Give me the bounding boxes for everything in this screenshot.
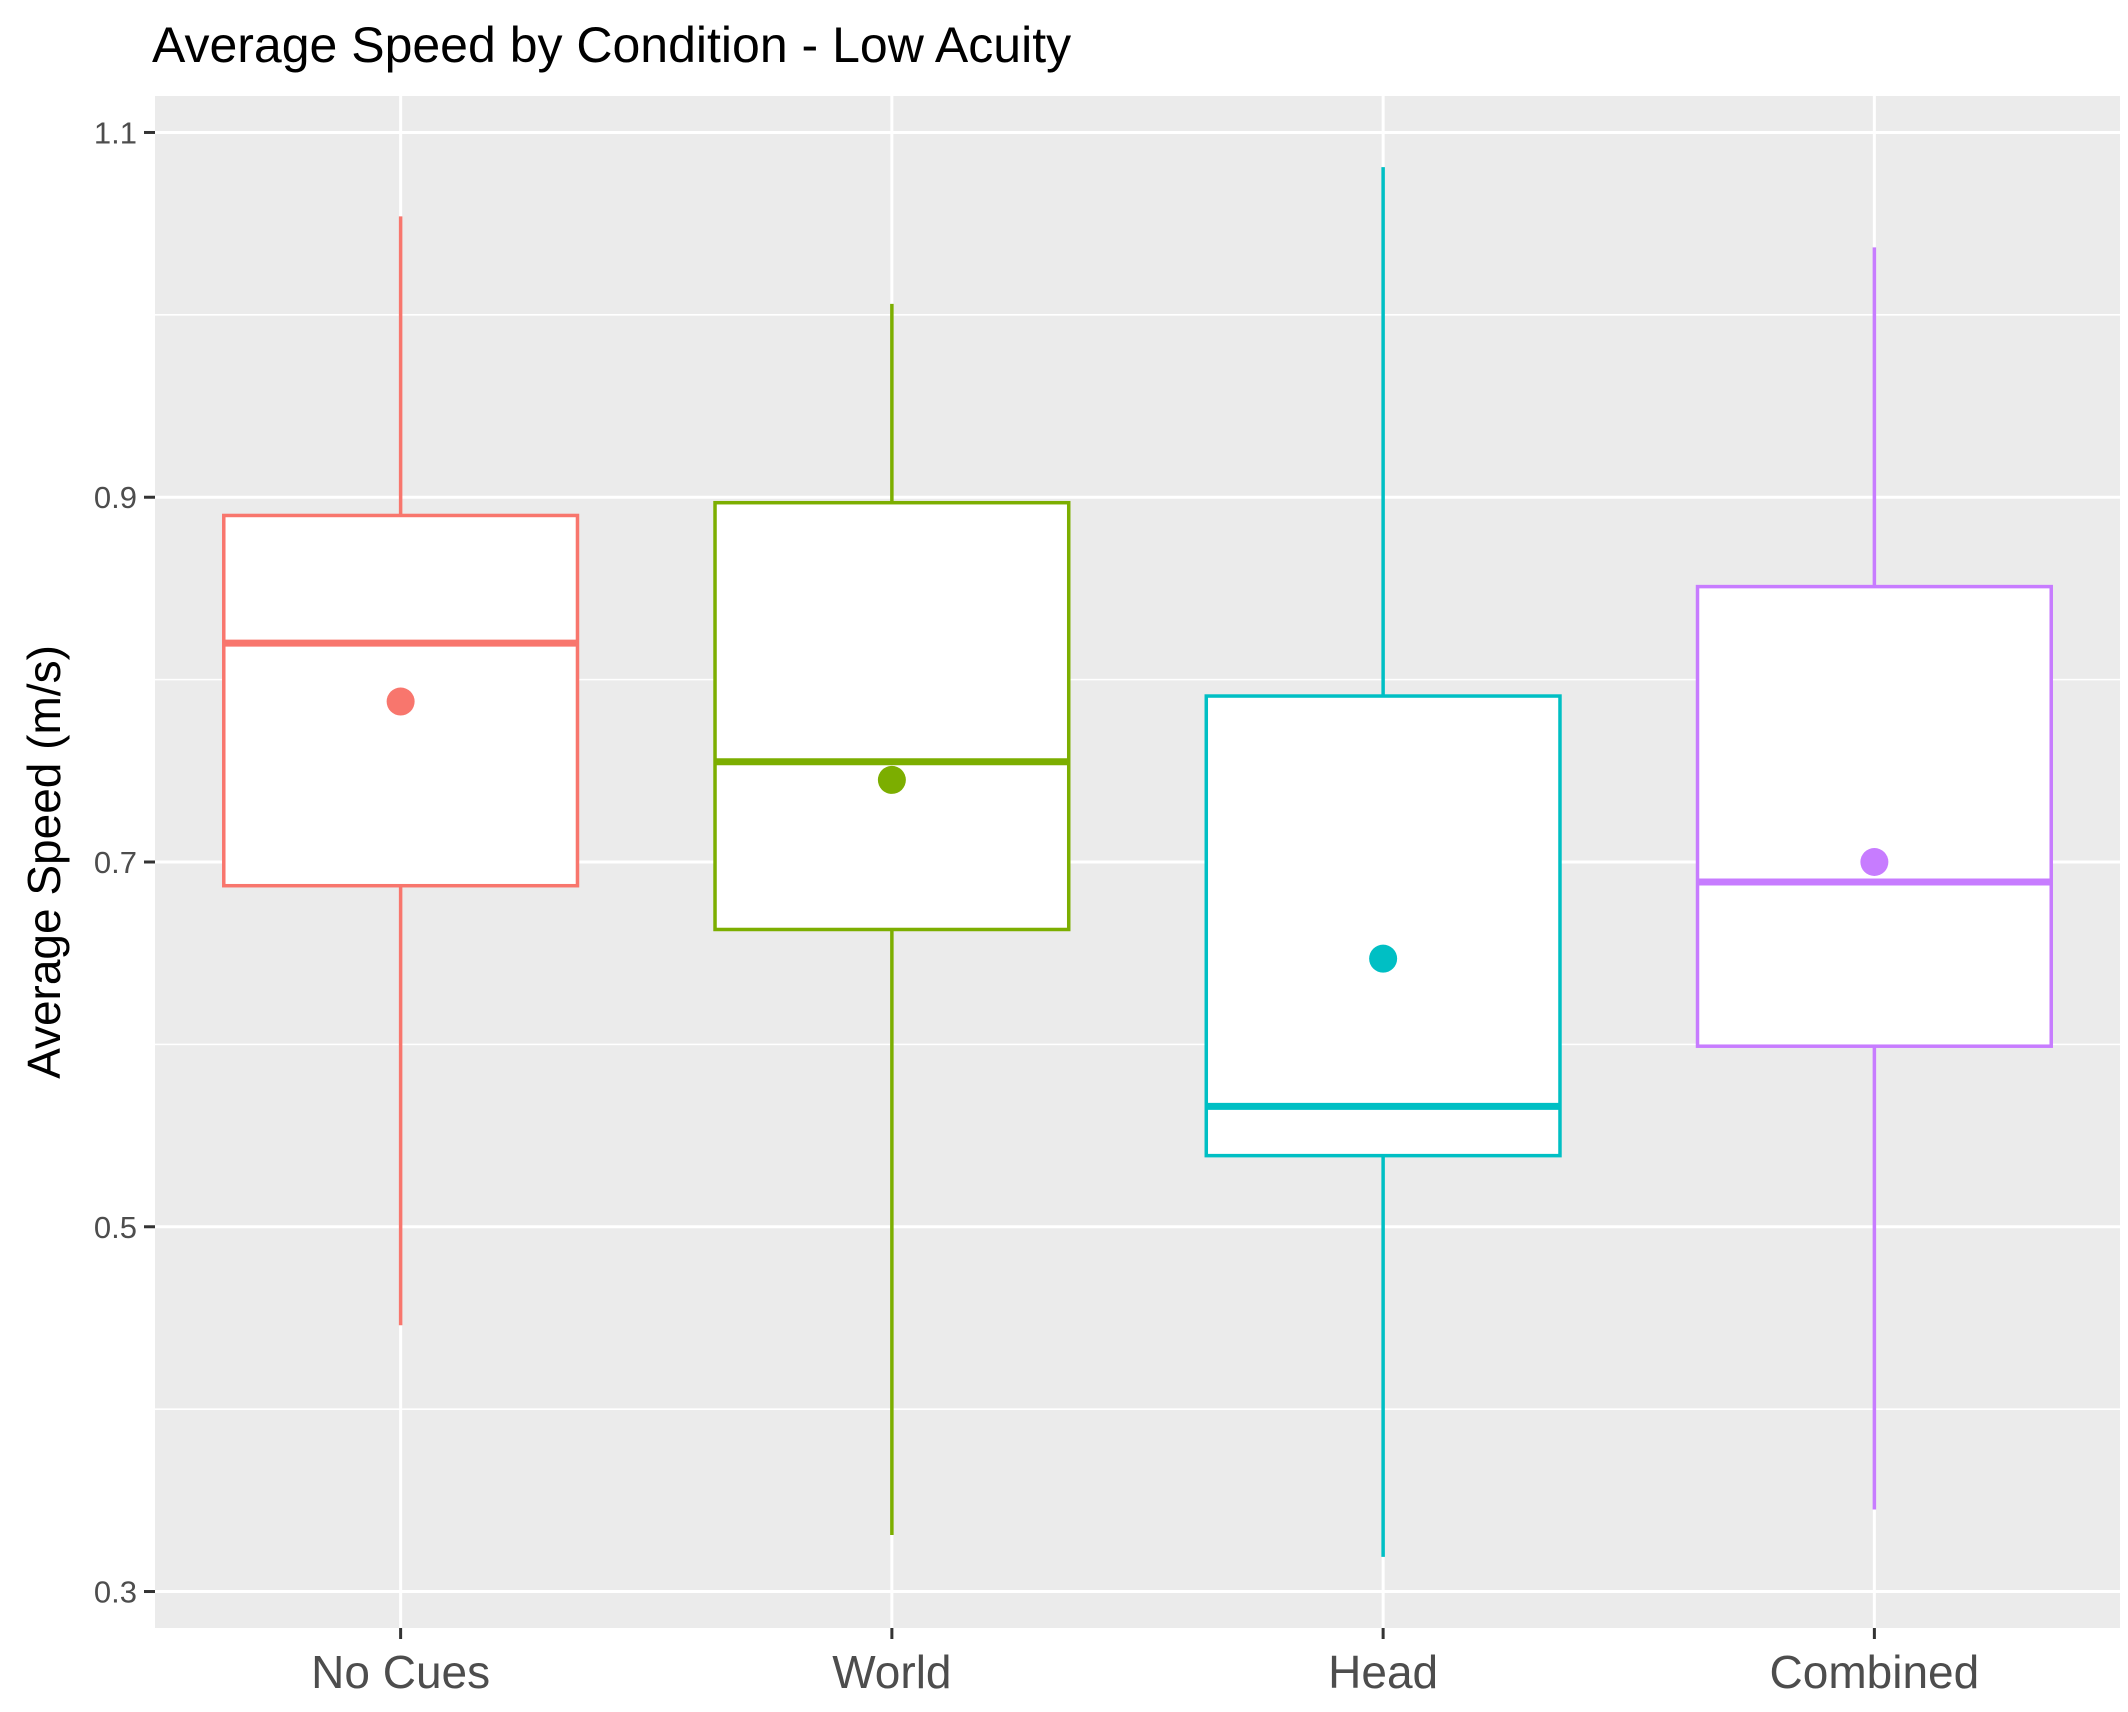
mean-point	[1860, 848, 1889, 876]
boxes-layer	[222, 167, 2053, 1557]
y-axis-title: Average Speed (m/s)	[18, 645, 70, 1079]
box-iqr	[1695, 584, 2053, 1048]
mean-point	[386, 687, 415, 716]
chart-title: Average Speed by Condition - Low Acuity	[152, 17, 1071, 73]
box-iqr	[1204, 694, 1562, 1158]
y-tick-label: 0.5	[94, 1210, 137, 1245]
x-tick-label: No Cues	[311, 1646, 490, 1698]
box-iqr	[713, 500, 1071, 932]
x-tick-label: Head	[1328, 1646, 1438, 1698]
mean-point	[877, 765, 906, 794]
mean-point	[1369, 944, 1398, 973]
y-tick-label: 1.1	[94, 115, 137, 150]
x-tick-label: World	[832, 1646, 951, 1698]
y-tick-label: 0.7	[94, 845, 137, 880]
y-axis: 0.3 0.5 0.7 0.9 1.1	[94, 115, 155, 1610]
y-tick-label: 0.9	[94, 480, 137, 515]
x-tick-label: Combined	[1770, 1646, 1980, 1698]
y-tick-label: 0.3	[94, 1575, 137, 1610]
x-axis: No Cues World Head Combined	[311, 1628, 1979, 1698]
